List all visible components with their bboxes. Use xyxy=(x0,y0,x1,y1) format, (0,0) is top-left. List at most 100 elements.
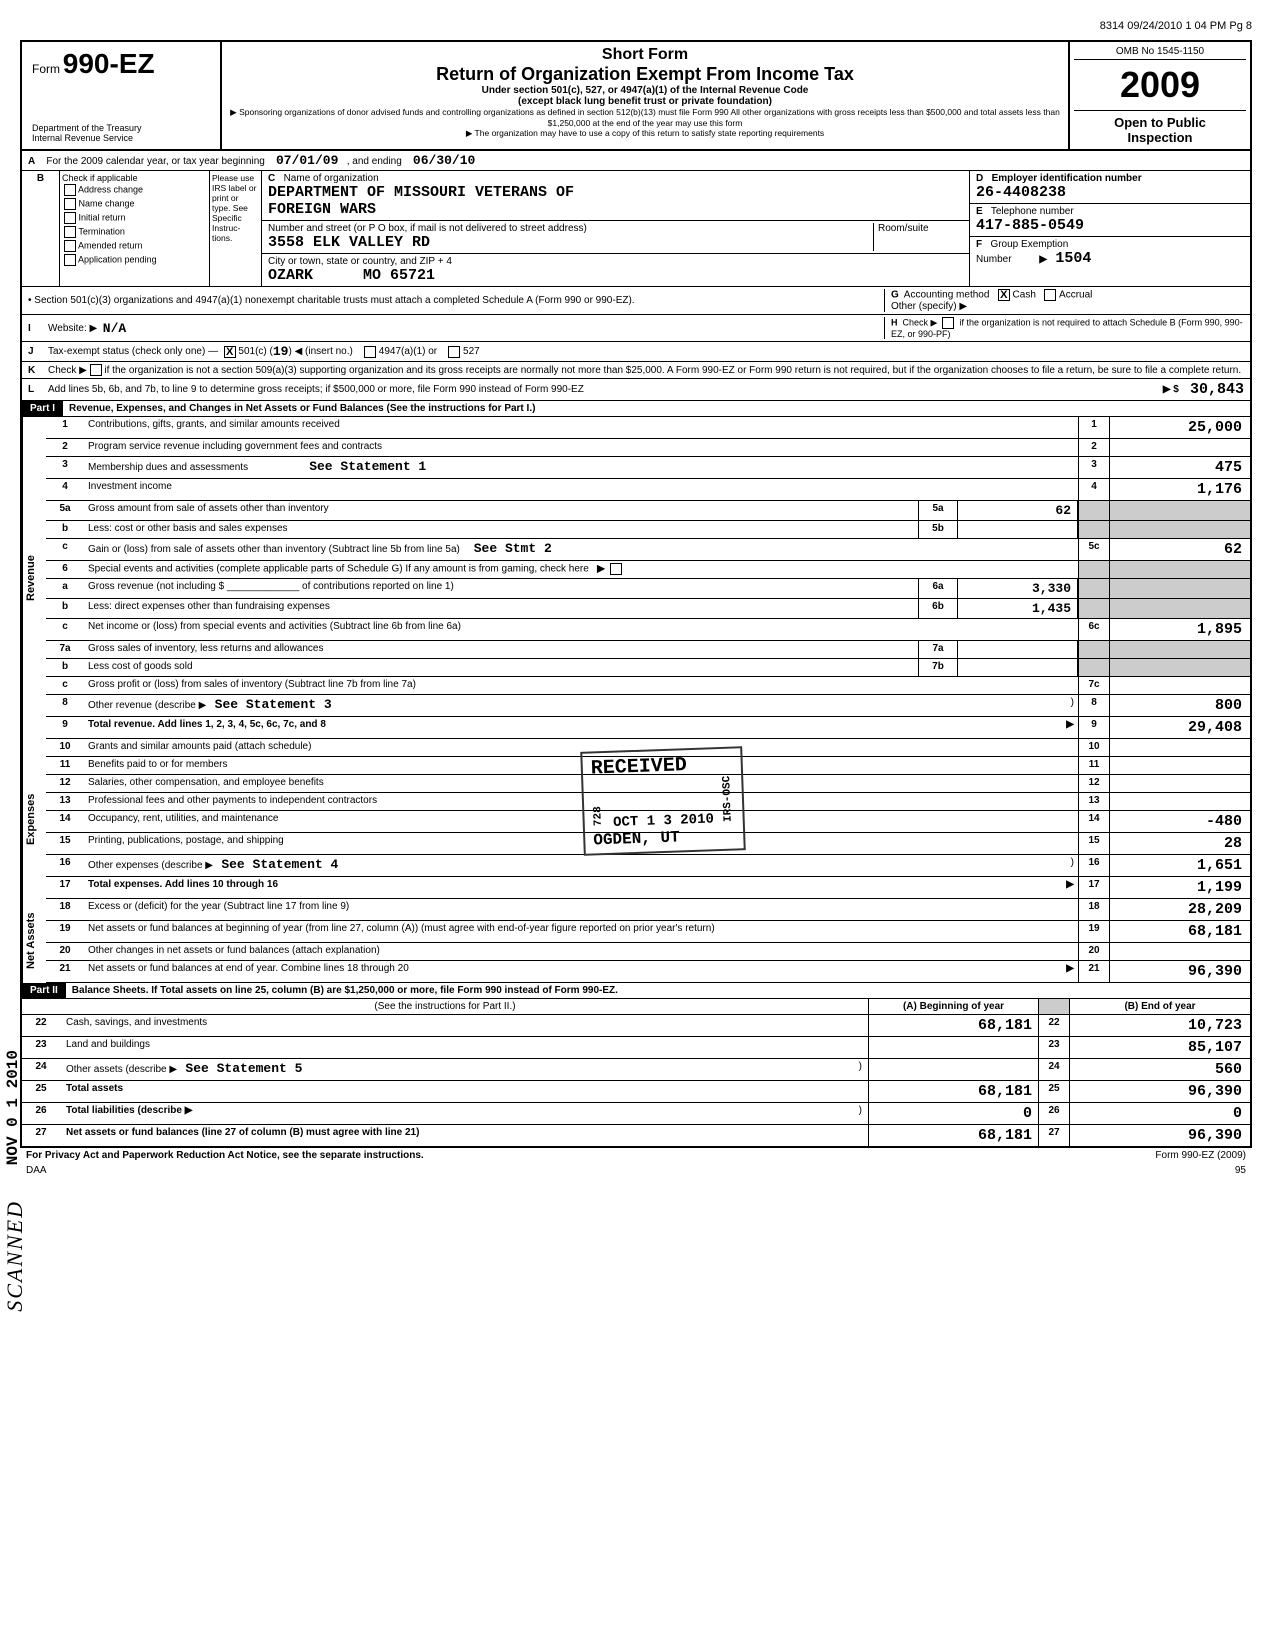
label-g: G xyxy=(891,290,899,301)
chk-name[interactable]: Name change xyxy=(62,197,207,211)
expenses-side-label: Expenses xyxy=(22,739,46,899)
chk-527[interactable] xyxy=(448,346,460,358)
footer: For Privacy Act and Paperwork Reduction … xyxy=(20,1148,1252,1163)
chk-cash[interactable]: X xyxy=(998,289,1010,301)
chk-addr[interactable]: Address change xyxy=(62,183,207,197)
line-18-val: 28,209 xyxy=(1110,899,1250,920)
line-1: 1 Contributions, gifts, grants, and simi… xyxy=(46,417,1250,439)
bal-25-a: 68,181 xyxy=(868,1081,1038,1102)
bal-instr: (See the instructions for Part II.) xyxy=(22,999,868,1014)
l-arrow: ▶ $ xyxy=(1163,384,1179,395)
line-21-arrow: ▶ xyxy=(1066,963,1074,974)
open-public-1: Open to Public xyxy=(1074,115,1246,130)
label-f: F xyxy=(976,239,982,250)
line-8: 8 Other revenue (describe ▶ See Statemen… xyxy=(46,695,1250,717)
chk-initial-label: Initial return xyxy=(79,212,126,222)
page95: 95 xyxy=(1235,1165,1246,1176)
footer2: DAA 95 xyxy=(20,1163,1252,1178)
stamp-irs: IRS-OSC xyxy=(721,776,735,823)
line-1-val: 25,000 xyxy=(1110,417,1250,438)
check-header: Check if applicable xyxy=(62,173,207,183)
line-19-desc: Net assets or fund balances at beginning… xyxy=(84,921,1078,942)
stamp-ogden: OGDEN, UT xyxy=(593,827,735,850)
stamp-728: 728 xyxy=(592,806,605,826)
revenue-section: Revenue 1 Contributions, gifts, grants, … xyxy=(22,417,1250,739)
form-number: 990-EZ xyxy=(63,48,155,79)
bal-26-b: 0 xyxy=(1070,1103,1250,1124)
section-b: B Check if applicable Address change Nam… xyxy=(22,171,1250,287)
label-e: E xyxy=(976,206,983,217)
chk-addr-label: Address change xyxy=(78,184,143,194)
line-5c-desc: Gain or (loss) from sale of assets other… xyxy=(88,544,460,555)
form-990ez: Form 990-EZ Department of the Treasury I… xyxy=(20,40,1252,1148)
chk-amend[interactable]: Amended return xyxy=(62,239,207,253)
balance-cols: (See the instructions for Part II.) (A) … xyxy=(22,999,1250,1015)
line-17: 17Total expenses. Add lines 10 through 1… xyxy=(46,877,1250,899)
k-rest: if the organization is not a section 509… xyxy=(104,365,1241,376)
name-hdr: Name of organization xyxy=(284,173,379,184)
netassets-section: Net Assets 18Excess or (deficit) for the… xyxy=(22,899,1250,983)
note1: ▶ Sponsoring organizations of donor advi… xyxy=(230,107,1060,128)
bal-23-b: 85,107 xyxy=(1070,1037,1250,1058)
j-ins: ) ◀ (insert no.) xyxy=(288,346,352,357)
revenue-side-label: Revenue xyxy=(22,417,46,739)
netassets-side-label: Net Assets xyxy=(22,899,46,983)
line-5a: 5a Gross amount from sale of assets othe… xyxy=(46,501,1250,521)
chk-initial[interactable]: Initial return xyxy=(62,211,207,225)
chk-gaming[interactable] xyxy=(610,563,622,575)
part1-label: Part I xyxy=(22,401,63,416)
col-a-hdr: (A) Beginning of year xyxy=(868,999,1038,1014)
group-hdr: Group Exemption xyxy=(990,239,1068,250)
tax-year: 2009 xyxy=(1074,60,1246,110)
chk-accrual[interactable] xyxy=(1044,289,1056,301)
g-accrual: Accrual xyxy=(1059,290,1092,301)
label-i: I xyxy=(28,323,48,334)
addr-hdr: Number and street (or P O box, if mail i… xyxy=(268,223,587,234)
chk-k[interactable] xyxy=(90,364,102,376)
line-5c: c Gain or (loss) from sale of assets oth… xyxy=(46,539,1250,561)
footer-right: Form 990-EZ (2009) xyxy=(1155,1150,1246,1161)
org-name-1: DEPARTMENT OF MISSOURI VETERANS OF xyxy=(268,184,574,201)
nov-stamp: NOV 0 1 2010 xyxy=(4,1050,22,1165)
line-5a-val: 62 xyxy=(958,501,1078,520)
line-9-val: 29,408 xyxy=(1110,717,1250,738)
line-3-val: 475 xyxy=(1110,457,1250,478)
section-501-row: • Section 501(c)(3) organizations and 49… xyxy=(22,287,1250,315)
received-stamp: RECEIVED 728 OCT 1 3 2010 IRS-OSC OGDEN,… xyxy=(580,746,745,856)
note2: ▶ The organization may have to use a cop… xyxy=(230,128,1060,139)
chk-term[interactable]: Termination xyxy=(62,225,207,239)
line-19-val: 68,181 xyxy=(1110,921,1250,942)
group-num: 1504 xyxy=(1055,250,1091,267)
chk-pending[interactable]: Application pending xyxy=(62,253,207,267)
line-6a: a Gross revenue (not including $ _______… xyxy=(46,579,1250,599)
omb: OMB No 1545-1150 xyxy=(1074,46,1246,60)
group-num-label: Number xyxy=(976,254,1012,265)
line-9: 9 Total revenue. Add lines 1, 2, 3, 4, 5… xyxy=(46,717,1250,739)
g-cash: Cash xyxy=(1013,290,1036,301)
name-block: C Name of organization DEPARTMENT OF MIS… xyxy=(262,171,969,221)
chk-501c[interactable]: X xyxy=(224,346,236,358)
chk-4947[interactable] xyxy=(364,346,376,358)
line-8-val: 800 xyxy=(1110,695,1250,716)
chk-h[interactable] xyxy=(942,317,954,329)
line-4-val: 1,176 xyxy=(1110,479,1250,500)
line-15-desc: Printing, publications, postage, and shi… xyxy=(84,833,1078,854)
bal-22: 22Cash, savings, and investments 68,181 … xyxy=(22,1015,1250,1037)
line-6-arrow: ▶ xyxy=(597,564,605,575)
website-label: Website: ▶ xyxy=(48,323,97,334)
line-21: 21Net assets or fund balances at end of … xyxy=(46,961,1250,983)
label-b: B xyxy=(22,171,59,186)
irs: Internal Revenue Service xyxy=(32,133,210,143)
line-6b-desc: Less: direct expenses other than fundrai… xyxy=(84,599,918,618)
bal-23-desc: Land and buildings xyxy=(60,1037,868,1058)
bal-26: 26Total liabilities (describe ▶ ) 0 26 0 xyxy=(22,1103,1250,1125)
bal-25-desc: Total assets xyxy=(60,1081,868,1102)
phone-block: E Telephone number 417-885-0549 xyxy=(970,204,1250,237)
row-k: K Check ▶ if the organization is not a s… xyxy=(22,362,1250,379)
year-cell: OMB No 1545-1150 2009 Open to Public Ins… xyxy=(1070,42,1250,149)
line-16-stmt: See Statement 4 xyxy=(221,857,338,872)
bal-26-desc: Total liabilities (describe ▶ xyxy=(66,1105,192,1116)
bal-25: 25Total assets 68,181 25 96,390 xyxy=(22,1081,1250,1103)
j-opt2: 4947(a)(1) or xyxy=(379,346,437,357)
line-6c-desc: Net income or (loss) from special events… xyxy=(84,619,1078,640)
